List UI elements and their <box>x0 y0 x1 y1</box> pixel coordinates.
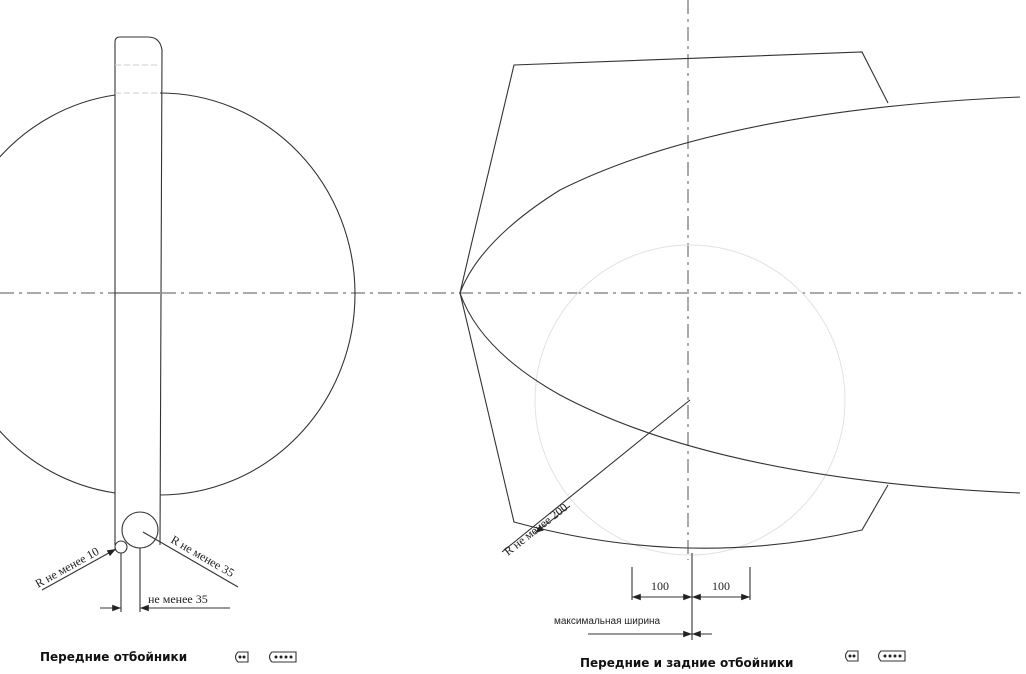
dim-left-label: 100 <box>651 579 669 593</box>
bumper-4-dot-icon <box>877 650 906 662</box>
bumper-outline-left <box>0 94 116 494</box>
bumper-2-dot-icon <box>234 651 249 663</box>
r35-leader-line <box>142 531 239 588</box>
bumper-bar <box>114 36 163 546</box>
r10-leader-line <box>41 548 117 591</box>
bumper-2-dot-icon <box>844 650 859 662</box>
dim-r200-label: R не менее 200 <box>501 500 570 558</box>
right-figure-title: Передние и задние отбойники <box>580 656 793 670</box>
dim-width-label: не менее 35 <box>148 592 208 606</box>
bumper-outline <box>459 51 889 549</box>
radius-35-circle <box>121 511 159 549</box>
r200-leader-line <box>501 399 691 553</box>
bumper-4-dot-icon <box>268 651 297 663</box>
vehicle-outline <box>459 96 1021 494</box>
bumper-outline-right <box>159 92 356 496</box>
left-figure: R не менее 10 R не менее 35 не менее 35 … <box>0 36 356 664</box>
dim-r10-label: R не менее 10 <box>33 544 102 591</box>
left-figure-title: Передние отбойники <box>40 650 187 664</box>
radius-200-circle <box>534 244 846 556</box>
dim-max-width-label: максимальная ширина <box>554 616 661 627</box>
r200-arrow <box>534 505 571 534</box>
radius-10-circle <box>114 540 128 554</box>
right-figure: R не менее 200 100 100 максимальная шири… <box>459 51 1021 670</box>
dim-r35-label: R не менее 35 <box>169 532 237 579</box>
dim-right-label: 100 <box>712 579 730 593</box>
